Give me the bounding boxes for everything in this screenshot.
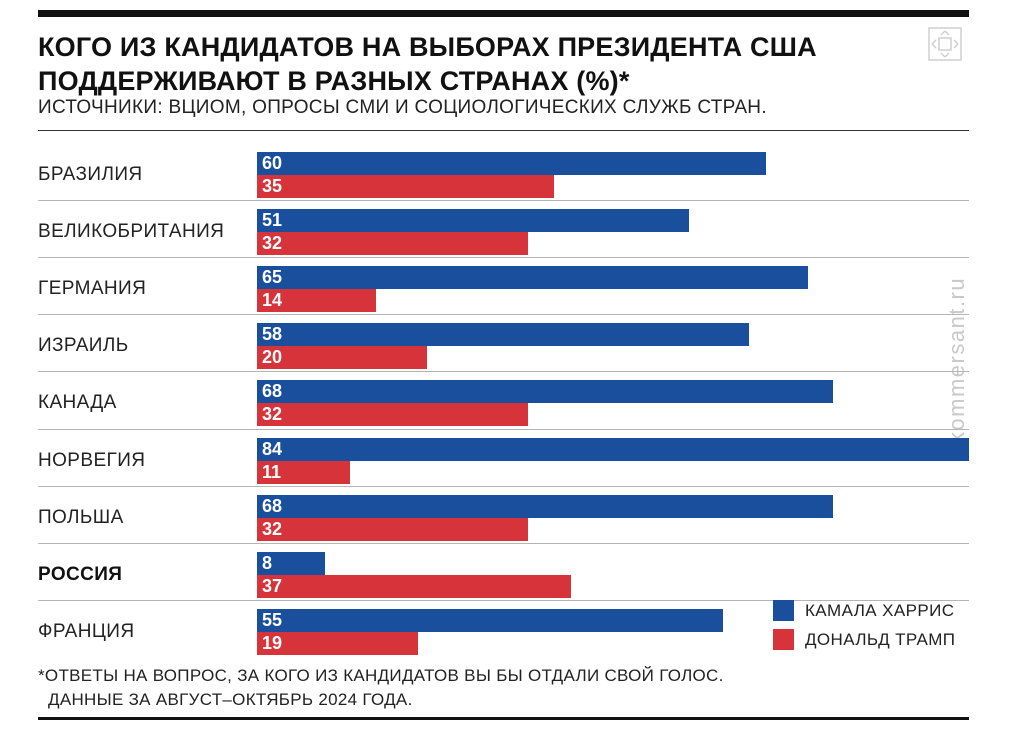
expand-icon[interactable] <box>928 27 962 61</box>
header-rule <box>38 130 969 131</box>
row-separator <box>38 200 969 201</box>
data-label-trump: 35 <box>262 176 283 196</box>
bar-harris <box>257 438 969 461</box>
bar-trump <box>257 632 418 655</box>
row-separator <box>38 371 969 372</box>
data-label-harris: 60 <box>262 153 283 173</box>
legend-swatch-harris <box>773 600 794 621</box>
data-label-trump: 32 <box>262 519 283 539</box>
data-label-harris: 58 <box>262 324 283 344</box>
data-label-harris: 68 <box>262 381 283 401</box>
bottom-rule <box>38 717 969 720</box>
row-separator <box>38 429 969 430</box>
bar-trump <box>257 232 528 255</box>
data-label-trump: 32 <box>262 404 283 424</box>
bar-trump <box>257 575 571 598</box>
data-label-harris: 51 <box>262 210 283 230</box>
bar-trump <box>257 518 528 541</box>
data-label-harris: 8 <box>262 553 273 573</box>
row-separator <box>38 314 969 315</box>
bar-harris <box>257 380 833 403</box>
data-label-trump: 11 <box>262 462 282 482</box>
bar-harris <box>257 495 833 518</box>
bar-trump <box>257 289 376 312</box>
category-label: НОРВЕГИЯ <box>38 450 146 471</box>
category-label: РОССИЯ <box>38 564 123 585</box>
bar-harris <box>257 323 749 346</box>
footnote-line-2: ДАННЫЕ ЗА АВГУСТ–ОКТЯБРЬ 2024 ГОДА. <box>48 690 413 709</box>
category-label: КАНАДА <box>38 392 117 413</box>
data-label-harris: 84 <box>262 439 283 459</box>
row-separator <box>38 600 969 601</box>
legend-label-trump: ДОНАЛЬД ТРАМП <box>805 630 956 649</box>
chart-title: КОГО ИЗ КАНДИДАТОВ НА ВЫБОРАХ ПРЕЗИДЕНТА… <box>38 32 817 96</box>
watermark: kommersant.ru <box>944 276 969 444</box>
data-label-harris: 68 <box>262 496 283 516</box>
bar-harris <box>257 609 723 632</box>
row-separator <box>38 486 969 487</box>
top-rule <box>38 10 969 17</box>
data-label-trump: 37 <box>262 576 283 596</box>
footnote-line-1: *ОТВЕТЫ НА ВОПРОС, ЗА КОГО ИЗ КАНДИДАТОВ… <box>38 666 724 685</box>
data-label-trump: 20 <box>262 347 283 367</box>
category-label: ИЗРАИЛЬ <box>38 335 129 356</box>
row-separator <box>38 257 969 258</box>
data-label-harris: 65 <box>262 267 283 287</box>
category-label: ФРАНЦИЯ <box>38 621 135 642</box>
bar-trump <box>257 175 554 198</box>
bar-harris <box>257 266 808 289</box>
data-label-trump: 19 <box>262 633 283 653</box>
bar-trump <box>257 346 427 369</box>
bar-harris <box>257 152 766 175</box>
data-label-harris: 55 <box>262 610 283 630</box>
bar-harris <box>257 552 325 575</box>
chart-subtitle: ИСТОЧНИКИ: ВЦИОМ, ОПРОСЫ СМИ И СОЦИОЛОГИ… <box>38 97 767 118</box>
category-label: БРАЗИЛИЯ <box>38 164 143 185</box>
legend-label-harris: КАМАЛА ХАРРИС <box>805 601 955 620</box>
bar-trump <box>257 461 350 484</box>
bar-trump <box>257 403 528 426</box>
category-label: ПОЛЬША <box>38 507 124 528</box>
category-label: ГЕРМАНИЯ <box>38 278 147 299</box>
data-label-trump: 14 <box>262 290 283 310</box>
data-label-trump: 32 <box>262 233 283 253</box>
legend-swatch-trump <box>773 629 794 650</box>
bar-harris <box>257 209 689 232</box>
row-separator <box>38 543 969 544</box>
footnote: *ОТВЕТЫ НА ВОПРОС, ЗА КОГО ИЗ КАНДИДАТОВ… <box>38 664 724 712</box>
category-label: ВЕЛИКОБРИТАНИЯ <box>38 221 225 242</box>
